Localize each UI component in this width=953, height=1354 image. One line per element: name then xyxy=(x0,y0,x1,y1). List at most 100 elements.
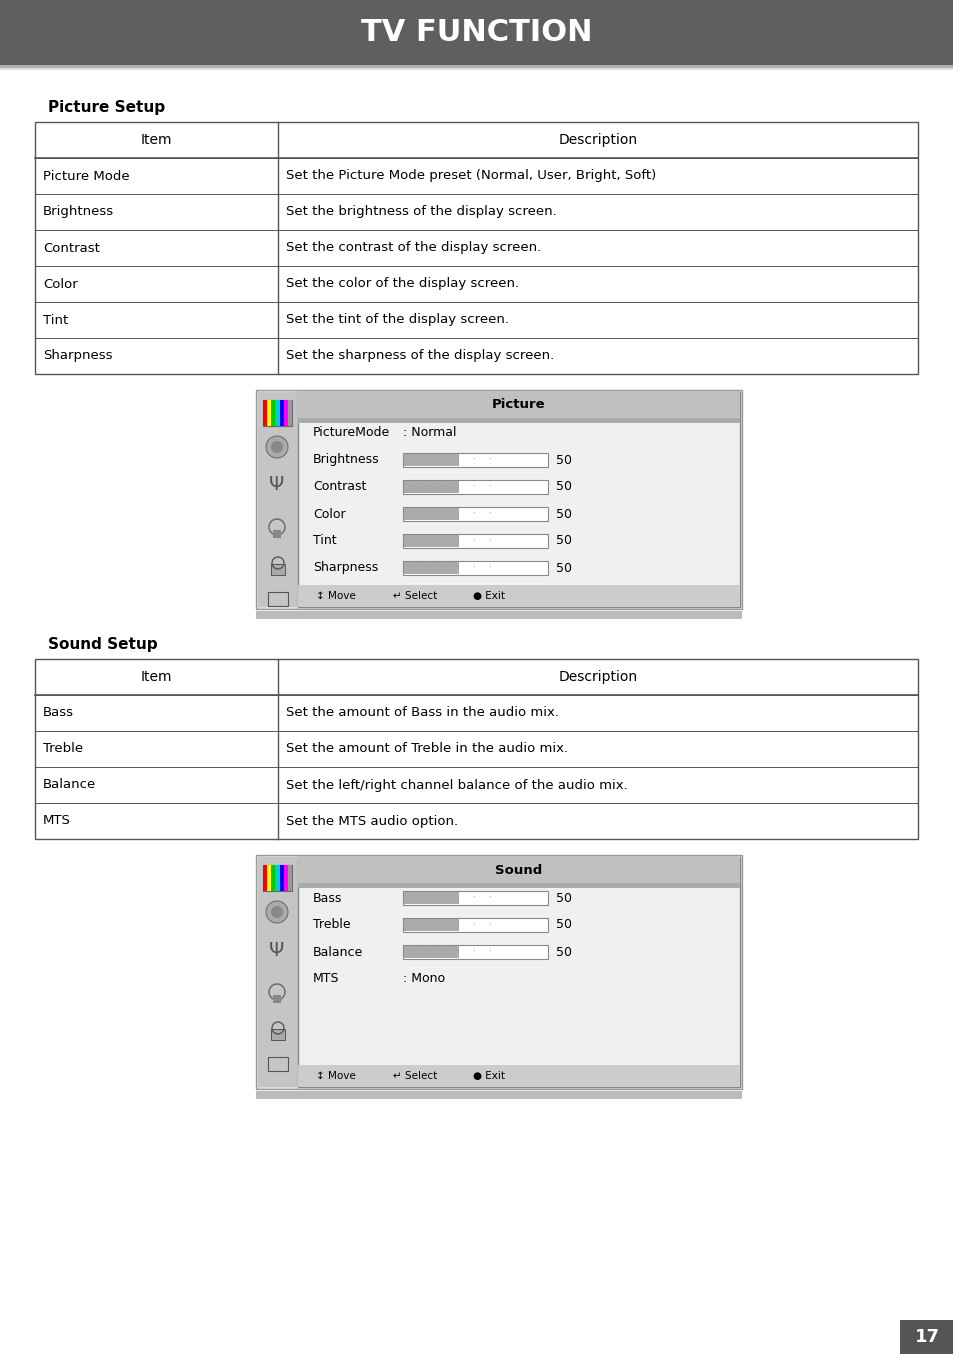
Text: ↕ Move: ↕ Move xyxy=(315,590,355,601)
Text: ·: · xyxy=(407,894,410,903)
Bar xyxy=(403,892,458,904)
Text: Set the sharpness of the display screen.: Set the sharpness of the display screen. xyxy=(286,349,554,363)
Text: PictureMode: PictureMode xyxy=(313,427,390,440)
Text: Sound Setup: Sound Setup xyxy=(48,636,157,653)
Bar xyxy=(268,1057,288,1071)
Text: Set the brightness of the display screen.: Set the brightness of the display screen… xyxy=(286,206,557,218)
Bar xyxy=(271,399,275,427)
Bar xyxy=(267,399,271,427)
Text: Set the color of the display screen.: Set the color of the display screen. xyxy=(286,278,518,291)
Text: 50: 50 xyxy=(556,535,572,547)
Bar xyxy=(402,506,547,521)
Text: ·: · xyxy=(423,921,426,929)
Bar xyxy=(297,393,740,607)
Text: ·: · xyxy=(471,509,474,519)
Text: ·: · xyxy=(456,948,457,956)
Bar xyxy=(271,865,275,891)
Text: Set the tint of the display screen.: Set the tint of the display screen. xyxy=(286,314,509,326)
Text: Description: Description xyxy=(558,133,637,148)
Text: Bass: Bass xyxy=(43,707,74,719)
Bar xyxy=(279,399,283,427)
Text: ·: · xyxy=(407,509,410,519)
Text: ·: · xyxy=(407,482,410,492)
Bar xyxy=(263,865,267,891)
Bar xyxy=(279,865,283,891)
Text: ·: · xyxy=(407,536,410,546)
Text: ·: · xyxy=(423,509,426,519)
Text: ● Exit: ● Exit xyxy=(473,1071,504,1080)
Bar xyxy=(288,399,292,427)
Bar xyxy=(0,68,953,70)
Text: ·: · xyxy=(439,536,442,546)
Text: Picture: Picture xyxy=(492,398,545,412)
Text: Brightness: Brightness xyxy=(43,206,114,218)
Bar xyxy=(255,611,741,619)
Bar xyxy=(403,535,458,547)
Circle shape xyxy=(266,900,288,923)
Text: ·: · xyxy=(439,894,442,903)
Bar xyxy=(273,529,281,538)
Bar xyxy=(283,865,288,891)
Text: ·: · xyxy=(471,921,474,929)
Circle shape xyxy=(266,436,288,458)
Text: ·: · xyxy=(439,455,442,464)
Text: ↕ Move: ↕ Move xyxy=(315,1071,355,1080)
Bar xyxy=(35,659,917,839)
Text: ·: · xyxy=(439,948,442,956)
Bar xyxy=(402,891,547,904)
Text: Picture Mode: Picture Mode xyxy=(43,169,130,183)
Text: ·: · xyxy=(456,921,457,929)
Bar xyxy=(403,481,458,493)
Text: Sharpness: Sharpness xyxy=(313,562,377,574)
Text: ·: · xyxy=(439,563,442,573)
Circle shape xyxy=(271,441,283,454)
Text: 50: 50 xyxy=(556,945,572,959)
Text: ·: · xyxy=(456,563,457,573)
Text: ·: · xyxy=(439,509,442,519)
Text: ·: · xyxy=(471,894,474,903)
Text: ·: · xyxy=(471,948,474,956)
Text: MTS: MTS xyxy=(313,972,339,986)
Text: Color: Color xyxy=(313,508,345,520)
Text: Tint: Tint xyxy=(43,314,69,326)
Text: ·: · xyxy=(487,455,490,464)
Bar xyxy=(288,865,292,891)
Text: Set the left/right channel balance of the audio mix.: Set the left/right channel balance of th… xyxy=(286,779,627,792)
Text: 50: 50 xyxy=(556,562,572,574)
Bar xyxy=(297,393,740,418)
Text: ·: · xyxy=(471,482,474,492)
Text: Contrast: Contrast xyxy=(313,481,366,493)
Text: ·: · xyxy=(471,455,474,464)
Text: ·: · xyxy=(471,536,474,546)
Text: ·: · xyxy=(439,921,442,929)
Text: Ψ: Ψ xyxy=(269,475,284,494)
Text: ·: · xyxy=(407,455,410,464)
Bar xyxy=(255,390,741,609)
Text: ·: · xyxy=(423,536,426,546)
Bar xyxy=(263,399,267,427)
Text: 50: 50 xyxy=(556,508,572,520)
Bar xyxy=(297,857,740,883)
Text: Brightness: Brightness xyxy=(313,454,379,467)
Bar xyxy=(402,561,547,575)
Bar xyxy=(268,592,288,607)
Bar xyxy=(0,0,953,65)
Bar xyxy=(35,122,917,374)
Text: Set the Picture Mode preset (Normal, User, Bright, Soft): Set the Picture Mode preset (Normal, Use… xyxy=(286,169,656,183)
Bar xyxy=(403,454,458,466)
Bar xyxy=(263,865,292,891)
Text: ·: · xyxy=(456,455,457,464)
Text: ·: · xyxy=(407,921,410,929)
Text: Set the contrast of the display screen.: Set the contrast of the display screen. xyxy=(286,241,540,255)
Bar xyxy=(297,418,740,422)
Text: ·: · xyxy=(456,509,457,519)
Text: MTS: MTS xyxy=(43,815,71,827)
Text: ·: · xyxy=(487,509,490,519)
Bar xyxy=(402,481,547,494)
Text: 17: 17 xyxy=(914,1328,939,1346)
Text: ·: · xyxy=(487,948,490,956)
Bar xyxy=(403,562,458,574)
Text: ·: · xyxy=(456,482,457,492)
Bar xyxy=(297,1066,740,1087)
Bar xyxy=(267,865,271,891)
